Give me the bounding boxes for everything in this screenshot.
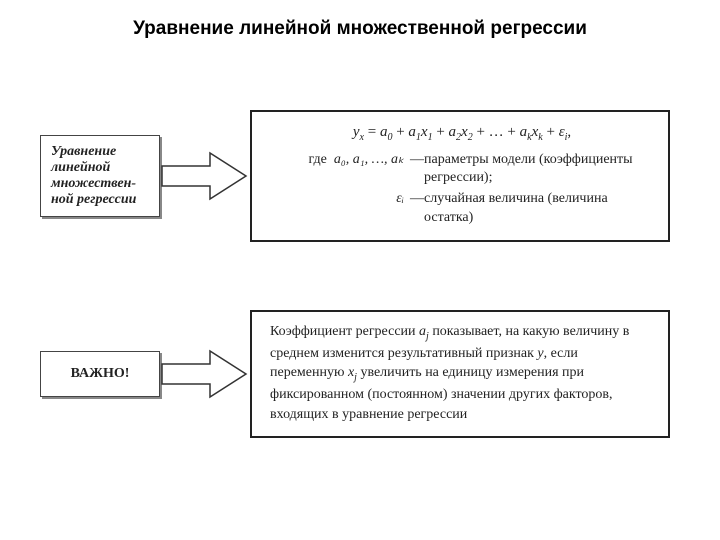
def-params-lhs: a₀, a₁, …, aₖ bbox=[334, 152, 404, 167]
label-box-equation: Уравнение линейной множествен- ной регре… bbox=[40, 135, 160, 217]
label-line: множествен- bbox=[51, 176, 136, 191]
diagram-row-equation: Уравнение линейной множествен- ной регре… bbox=[40, 110, 680, 242]
definitions: где a₀, a₁, …, aₖ — параметры модели (ко… bbox=[270, 151, 654, 229]
def-row: εᵢ — случайная величина (величина остатк… bbox=[270, 190, 654, 228]
interpretation-text: Коэффициент регрессии aj показывает, на … bbox=[270, 322, 654, 424]
label-line: Уравнение bbox=[51, 144, 116, 159]
def-eps-rhs: случайная величина (величина остатка) bbox=[424, 190, 654, 228]
def-eps-lhs: εᵢ bbox=[396, 191, 404, 206]
arrow-right-icon bbox=[160, 151, 250, 201]
arrow-right-icon bbox=[160, 349, 250, 399]
label-line: линейной bbox=[51, 160, 110, 175]
where-word: где bbox=[308, 152, 326, 167]
important-label: ВАЖНО! bbox=[71, 366, 130, 381]
def-row: где a₀, a₁, …, aₖ — параметры модели (ко… bbox=[270, 151, 654, 189]
arrow-container bbox=[160, 349, 250, 399]
equation-line: yx = a0 + a1x1 + a2x2 + … + akxk + εi, bbox=[270, 122, 654, 145]
arrow-container bbox=[160, 151, 250, 201]
content-box-interpretation: Коэффициент регрессии aj показывает, на … bbox=[250, 310, 670, 438]
label-box-important: ВАЖНО! bbox=[40, 351, 160, 397]
def-params-rhs: параметры модели (коэффициенты регрессии… bbox=[424, 151, 654, 189]
content-box-equation: yx = a0 + a1x1 + a2x2 + … + akxk + εi, г… bbox=[250, 110, 670, 242]
page-title: Уравнение линейной множественной регресс… bbox=[0, 18, 720, 40]
diagram-row-important: ВАЖНО! Коэффициент регрессии aj показыва… bbox=[40, 310, 680, 438]
label-line: ной регрессии bbox=[51, 192, 136, 207]
